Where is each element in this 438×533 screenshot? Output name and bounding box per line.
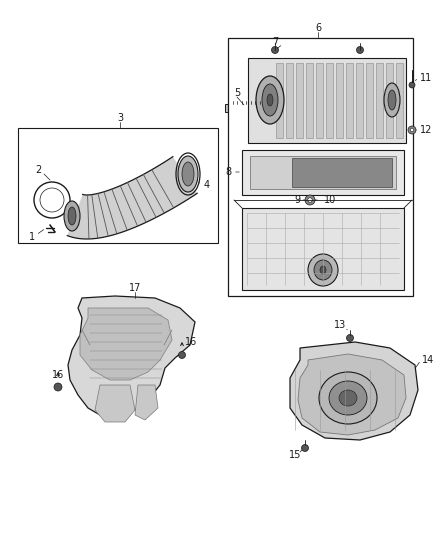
Polygon shape: [135, 385, 158, 420]
Polygon shape: [326, 63, 333, 138]
Polygon shape: [225, 104, 268, 112]
Polygon shape: [366, 63, 373, 138]
Circle shape: [272, 46, 279, 53]
Polygon shape: [396, 63, 403, 138]
Circle shape: [408, 126, 416, 134]
Ellipse shape: [339, 390, 357, 406]
Text: 6: 6: [315, 23, 321, 33]
Bar: [18, 128, 218, 243]
Ellipse shape: [314, 260, 332, 280]
Text: 16: 16: [185, 337, 197, 347]
Text: 13: 13: [334, 320, 346, 330]
Polygon shape: [80, 308, 172, 380]
Polygon shape: [316, 63, 323, 138]
Ellipse shape: [320, 266, 326, 274]
Text: 2: 2: [35, 165, 41, 175]
Circle shape: [266, 102, 278, 114]
Polygon shape: [296, 63, 303, 138]
Ellipse shape: [384, 83, 400, 117]
Text: 10: 10: [324, 195, 336, 205]
Polygon shape: [376, 63, 383, 138]
Circle shape: [54, 383, 62, 391]
Ellipse shape: [68, 207, 76, 225]
Text: 4: 4: [204, 180, 210, 190]
Ellipse shape: [64, 201, 80, 231]
Polygon shape: [286, 63, 293, 138]
Circle shape: [301, 445, 308, 451]
Text: 9: 9: [294, 195, 300, 205]
Text: 3: 3: [117, 113, 123, 123]
Polygon shape: [290, 342, 418, 440]
Ellipse shape: [178, 156, 198, 192]
Ellipse shape: [182, 162, 194, 186]
Bar: [228, 38, 413, 296]
Circle shape: [357, 46, 364, 53]
Polygon shape: [242, 150, 404, 195]
Text: 1: 1: [29, 232, 35, 242]
Text: 8: 8: [225, 167, 231, 177]
Ellipse shape: [262, 84, 278, 116]
Text: 7: 7: [272, 37, 278, 47]
Polygon shape: [292, 158, 392, 187]
Circle shape: [305, 195, 315, 205]
Ellipse shape: [329, 381, 367, 415]
Text: 5: 5: [234, 88, 240, 98]
Polygon shape: [242, 208, 404, 290]
Polygon shape: [386, 63, 393, 138]
Polygon shape: [298, 354, 406, 435]
Ellipse shape: [388, 90, 396, 110]
Circle shape: [179, 351, 186, 359]
Text: 16: 16: [52, 370, 64, 380]
Circle shape: [308, 198, 312, 202]
Ellipse shape: [308, 254, 338, 286]
Circle shape: [346, 335, 353, 342]
Ellipse shape: [256, 76, 284, 124]
Polygon shape: [356, 63, 363, 138]
Text: 17: 17: [129, 283, 141, 293]
Text: 14: 14: [422, 355, 434, 365]
Ellipse shape: [267, 94, 273, 106]
Text: 12: 12: [420, 125, 432, 135]
Circle shape: [410, 128, 414, 132]
Text: 11: 11: [420, 73, 432, 83]
Polygon shape: [336, 63, 343, 138]
Polygon shape: [68, 296, 195, 420]
Polygon shape: [67, 157, 197, 239]
Polygon shape: [250, 156, 396, 189]
Polygon shape: [276, 63, 283, 138]
Polygon shape: [306, 63, 313, 138]
Text: 15: 15: [289, 450, 301, 460]
Ellipse shape: [319, 372, 377, 424]
Polygon shape: [248, 58, 406, 143]
Polygon shape: [95, 385, 135, 422]
Circle shape: [409, 82, 415, 88]
Polygon shape: [346, 63, 353, 138]
